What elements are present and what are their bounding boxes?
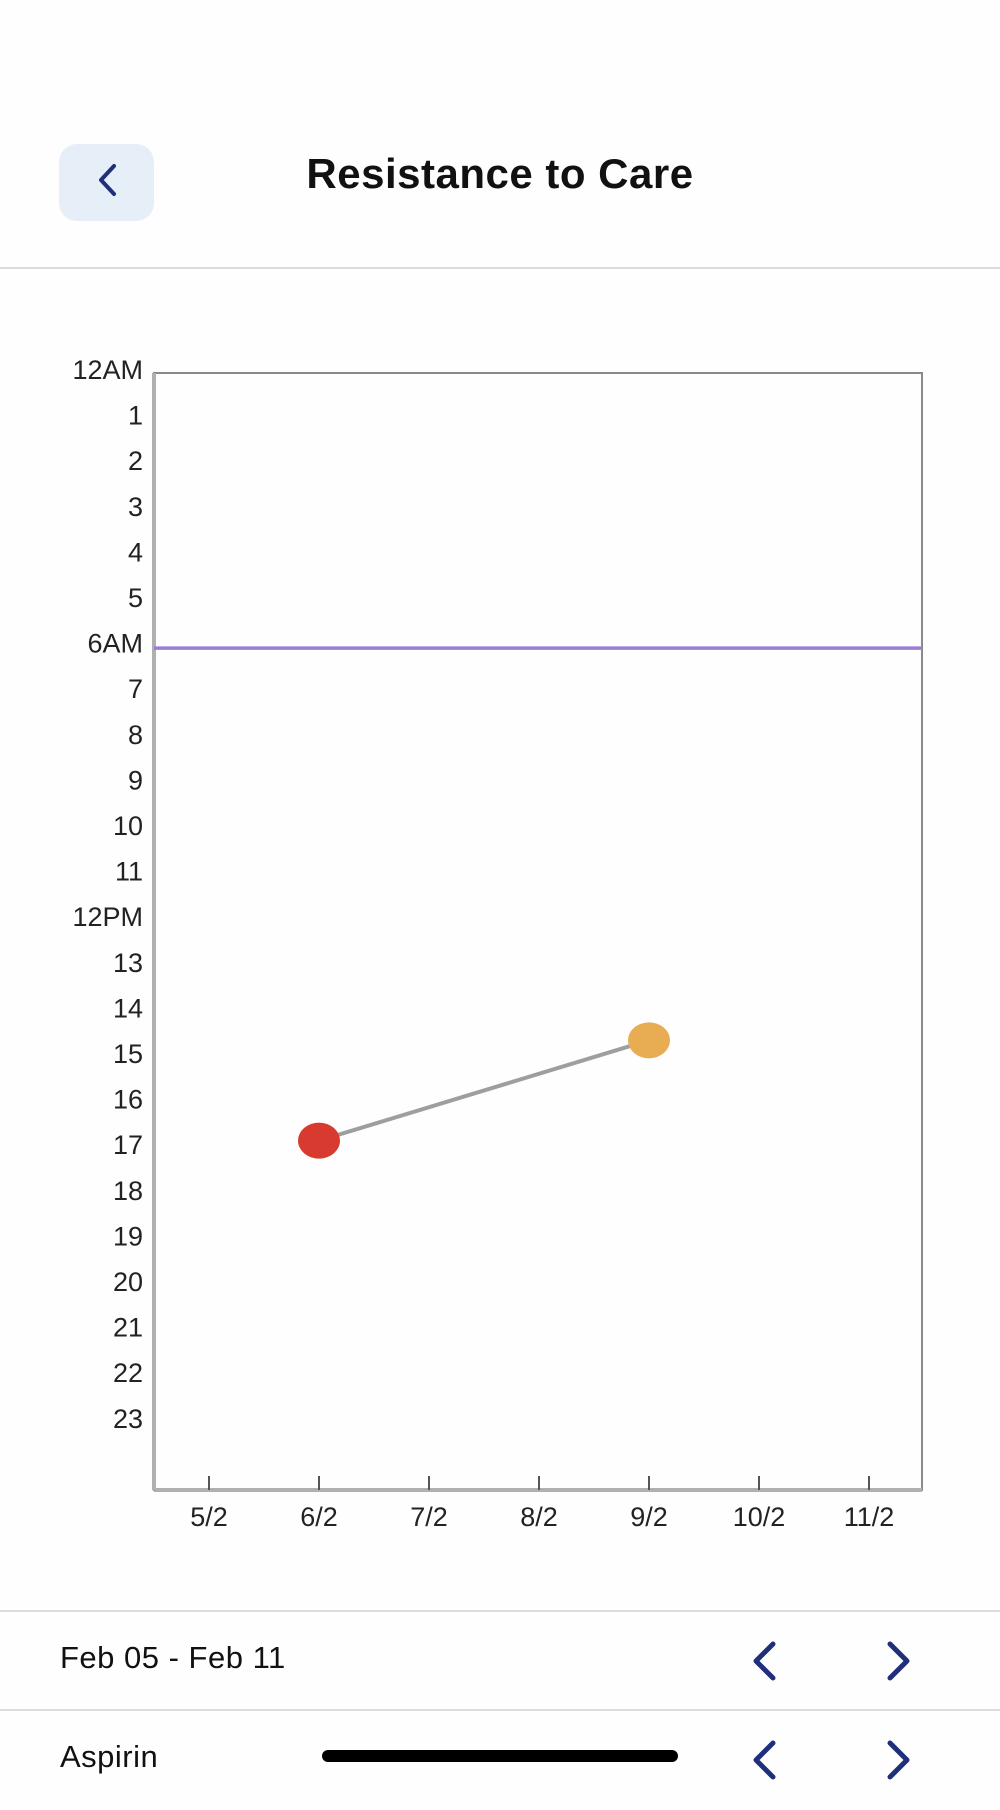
next-week-button[interactable] [878, 1636, 918, 1686]
medication-label: Aspirin [60, 1739, 159, 1774]
y-tick-label: 15 [113, 1039, 143, 1069]
chevron-left-icon [745, 1641, 785, 1690]
y-tick-label: 12PM [72, 902, 143, 932]
date-range-bar: Feb 05 - Feb 11 [0, 1610, 1000, 1711]
y-tick-label: 16 [113, 1085, 143, 1115]
y-tick-label: 7 [128, 674, 143, 704]
y-tick-label: 21 [113, 1313, 143, 1343]
y-tick-label: 3 [128, 492, 143, 522]
y-tick-label: 6AM [87, 629, 143, 659]
y-tick-label: 20 [113, 1267, 143, 1297]
chevron-right-icon [878, 1740, 918, 1789]
y-tick-label: 4 [128, 537, 143, 567]
medication-bar: Aspirin [0, 1709, 1000, 1810]
y-tick-label: 10 [113, 811, 143, 841]
y-tick-label: 19 [113, 1221, 143, 1251]
chevron-left-icon [92, 160, 122, 205]
data-point [298, 1122, 340, 1159]
header: Resistance to Care [0, 0, 1000, 269]
y-tick-label: 1 [128, 401, 143, 431]
y-tick-label: 2 [128, 446, 143, 476]
series-line [318, 1038, 650, 1143]
x-tick-label: 11/2 [844, 1502, 895, 1532]
plot-frame [153, 372, 923, 1491]
home-indicator [322, 1750, 678, 1762]
x-tick-label: 9/2 [630, 1502, 668, 1532]
y-tick-label: 17 [113, 1130, 143, 1160]
resistance-chart: 12AM123456AM789101112PM13141516171819202… [72, 355, 923, 1532]
y-tick-label: 23 [113, 1404, 143, 1434]
y-tick-label: 8 [128, 720, 143, 750]
y-tick-label: 12AM [72, 355, 143, 385]
y-tick-label: 5 [128, 583, 143, 613]
x-tick-label: 5/2 [190, 1502, 228, 1532]
y-tick-label: 18 [113, 1176, 143, 1206]
x-tick-label: 10/2 [733, 1502, 786, 1532]
data-point [628, 1022, 670, 1059]
y-tick-label: 22 [113, 1358, 143, 1388]
date-range-label: Feb 05 - Feb 11 [60, 1640, 286, 1675]
chevron-right-icon [878, 1641, 918, 1690]
y-tick-label: 11 [115, 857, 143, 887]
back-button[interactable] [59, 144, 154, 221]
page-title: Resistance to Care [306, 150, 694, 197]
y-tick-label: 14 [113, 993, 143, 1023]
x-tick-label: 6/2 [300, 1502, 338, 1532]
y-tick-label: 13 [113, 948, 143, 978]
y-tick-label: 9 [128, 765, 143, 795]
prev-medication-button[interactable] [745, 1735, 785, 1785]
x-tick-label: 7/2 [410, 1502, 448, 1532]
chevron-left-icon [745, 1740, 785, 1789]
x-tick-label: 8/2 [520, 1502, 558, 1532]
next-medication-button[interactable] [878, 1735, 918, 1785]
prev-week-button[interactable] [745, 1636, 785, 1686]
